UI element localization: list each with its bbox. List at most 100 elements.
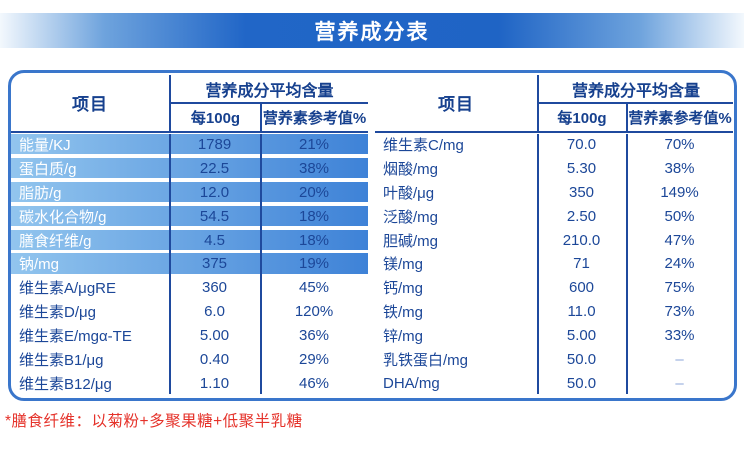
per100g-value-cell: 5.00 [566, 327, 597, 345]
per100g-value-cell: 1789 [197, 136, 232, 153]
left-header-per100g: 每100g [190, 109, 241, 127]
per100g-value-cell: 22.5 [199, 159, 230, 177]
left-table-body: 能量/KJ 1789 21% 蛋白质/g 22.5 38% 脂肪/g 12.0 … [11, 134, 368, 397]
title-bar: 营养成分表 [0, 13, 744, 48]
left-header-nrv: 营养素参考值% [262, 109, 367, 127]
item-name-cell: 胆碱/mg [383, 232, 439, 250]
table-row: 维生素E/mgα-TE 5.00 36% [11, 325, 368, 349]
table-row: 胆碱/mg 210.0 47% [375, 230, 733, 254]
table-row: 膳食纤维/g 4.5 18% [11, 229, 368, 254]
per100g-value-cell: 6.0 [204, 303, 225, 321]
nrv-value-cell: 18% [298, 207, 330, 225]
table-row: 钙/mg 600 75% [375, 277, 733, 301]
nrv-value-cell: 24% [664, 255, 695, 273]
table-row: 碳水化合物/g 54.5 18% [11, 205, 368, 230]
per100g-value-cell: 600 [568, 279, 595, 297]
item-name-cell: 铁/mg [383, 304, 424, 322]
nrv-value-cell: 45% [298, 279, 330, 297]
per100g-value-cell: 375 [201, 255, 228, 273]
right-header-nrv: 营养素参考值% [628, 109, 732, 127]
per100g-value-cell: 360 [201, 279, 228, 297]
nrv-value-cell: 19% [298, 255, 330, 273]
nrv-value-cell: 36% [298, 327, 330, 345]
nrv-value-cell: 21% [298, 136, 330, 153]
right-body-divider-1 [537, 134, 539, 394]
left-body-divider-2 [260, 134, 262, 394]
right-table-body: 维生素C/mg 70.0 70% 烟酸/mg 5.30 38% 叶酸/μg 35… [375, 134, 733, 397]
nutrition-table-panel: 项目 营养成分平均含量 每100g 营养素参考值% 能量/KJ 1789 21%… [8, 70, 737, 401]
nrv-value-cell: 50% [664, 207, 695, 225]
item-name-cell: DHA/mg [383, 374, 440, 392]
table-row: 乳铁蛋白/mg 50.0 – [375, 349, 733, 373]
nrv-value-cell: 18% [298, 231, 330, 249]
table-row: 蛋白质/g 22.5 38% [11, 157, 368, 182]
right-header-per100g: 每100g [557, 109, 607, 127]
nrv-value-cell: – [675, 351, 684, 369]
table-row: 泛酸/mg 2.50 50% [375, 206, 733, 230]
table-row: 烟酸/mg 5.30 38% [375, 158, 733, 182]
table-row: 钠/mg 375 19% [11, 253, 368, 277]
item-name-cell: 蛋白质/g [19, 160, 77, 178]
nrv-value-cell: 29% [298, 351, 330, 369]
right-body-divider-2 [626, 134, 628, 394]
left-header-item: 项目 [72, 94, 108, 114]
per100g-value-cell: 50.0 [566, 351, 597, 369]
table-row: 维生素C/mg 70.0 70% [375, 134, 733, 158]
item-name-cell: 能量/KJ [19, 137, 71, 154]
per100g-value-cell: 11.0 [567, 303, 596, 321]
nrv-value-cell: 70% [664, 136, 695, 153]
item-name-cell: 膳食纤维/g [19, 232, 92, 250]
nrv-value-cell: 20% [298, 183, 330, 201]
left-header-divider-1 [169, 75, 171, 131]
table-row: DHA/mg 50.0 – [375, 373, 733, 397]
right-header-bottom-line [375, 131, 733, 133]
per100g-value-cell: 54.5 [199, 207, 230, 225]
right-header-divider-1 [537, 75, 539, 131]
nrv-value-cell: 38% [664, 159, 695, 177]
per100g-value-cell: 70.0 [566, 136, 597, 153]
item-name-cell: 维生素E/mgα-TE [19, 328, 132, 346]
right-header-group: 营养成分平均含量 [571, 82, 700, 100]
nrv-value-cell: 46% [298, 374, 330, 392]
per100g-value-cell: 50.0 [566, 374, 597, 392]
nrv-value-cell: 47% [664, 231, 695, 249]
per100g-value-cell: 210.0 [562, 231, 601, 249]
item-name-cell: 叶酸/μg [383, 184, 435, 202]
item-name-cell: 锌/mg [383, 328, 424, 346]
item-name-cell: 维生素A/μgRE [19, 280, 116, 298]
table-row: 维生素D/μg 6.0 120% [11, 301, 368, 325]
table-row: 叶酸/μg 350 149% [375, 182, 733, 206]
per100g-value-cell: 2.50 [566, 207, 597, 225]
nrv-value-cell: 75% [664, 279, 695, 297]
left-header-underline [171, 102, 368, 104]
table-row: 镁/mg 71 24% [375, 253, 733, 277]
item-name-cell: 烟酸/mg [383, 160, 439, 178]
table-row: 铁/mg 11.0 73% [375, 301, 733, 325]
right-header-divider-2 [626, 103, 628, 131]
left-header-divider-2 [260, 103, 262, 131]
dietary-fiber-footnote: *膳食纤维：以菊粉+多聚果糖+低聚半乳糖 [5, 413, 303, 430]
nrv-value-cell: 149% [660, 183, 699, 201]
right-header-underline [539, 102, 733, 104]
nrv-value-cell: 120% [294, 303, 334, 321]
table-row: 维生素B12/μg 1.10 46% [11, 373, 368, 397]
left-header-group: 营养成分平均含量 [205, 82, 334, 100]
table-row: 锌/mg 5.00 33% [375, 325, 733, 349]
item-name-cell: 维生素B12/μg [19, 375, 112, 393]
item-name-cell: 泛酸/mg [383, 208, 439, 226]
per100g-value-cell: 0.40 [199, 351, 230, 369]
per100g-value-cell: 12.0 [199, 183, 230, 201]
item-name-cell: 钠/mg [19, 256, 60, 274]
per100g-value-cell: 1.10 [199, 374, 230, 392]
item-name-cell: 乳铁蛋白/mg [383, 352, 469, 370]
nrv-value-cell: 38% [298, 159, 330, 177]
left-header-bottom-line [11, 131, 368, 133]
left-body-divider-1 [169, 134, 171, 394]
per100g-value-cell: 350 [568, 183, 595, 201]
nrv-value-cell: 33% [664, 327, 695, 345]
table-row: 维生素B1/μg 0.40 29% [11, 349, 368, 373]
right-header-item: 项目 [438, 94, 474, 114]
per100g-value-cell: 5.00 [199, 327, 230, 345]
item-name-cell: 碳水化合物/g [19, 208, 107, 226]
table-row: 维生素A/μgRE 360 45% [11, 277, 368, 301]
